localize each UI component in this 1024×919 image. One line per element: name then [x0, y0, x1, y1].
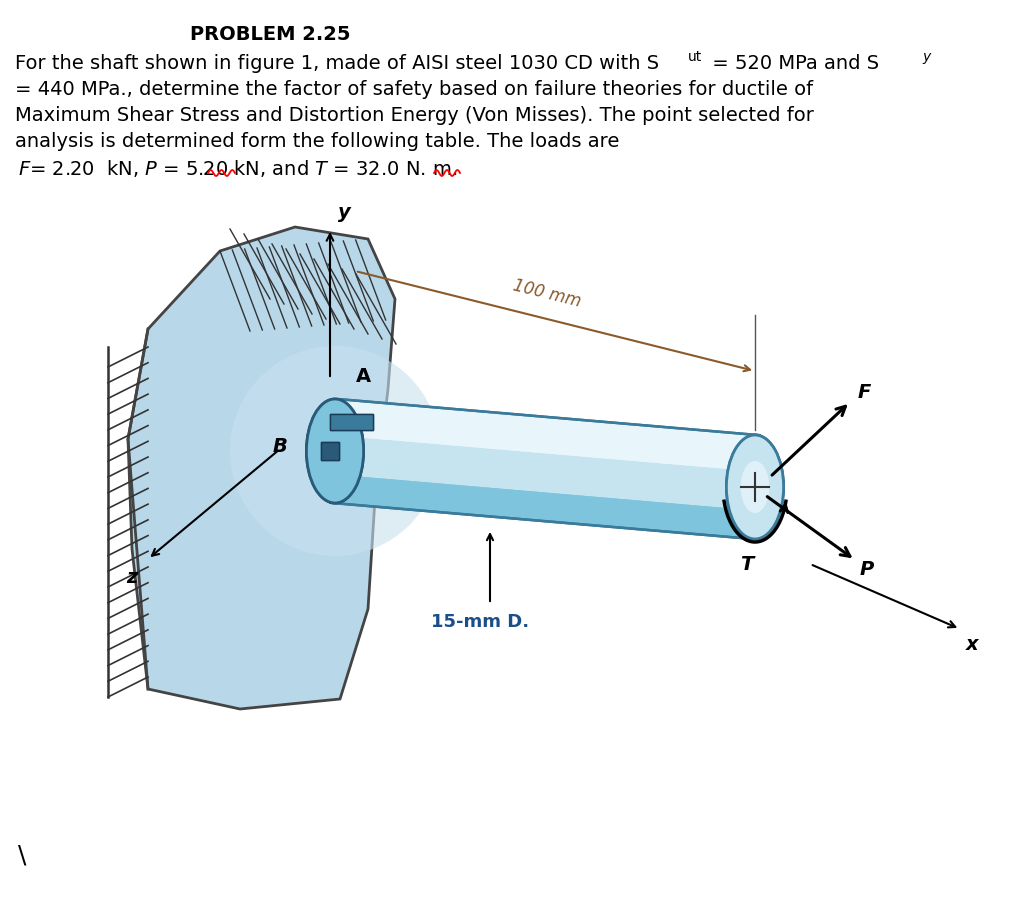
Text: z: z	[127, 567, 138, 586]
Text: B: B	[272, 437, 288, 456]
Text: T: T	[740, 554, 754, 573]
Polygon shape	[336, 400, 760, 472]
Ellipse shape	[230, 346, 440, 556]
Text: A: A	[355, 367, 371, 386]
Ellipse shape	[306, 400, 364, 504]
Text: analysis is determined form the following table. The loads are: analysis is determined form the followin…	[15, 131, 620, 151]
Polygon shape	[330, 414, 373, 430]
Text: y: y	[338, 203, 351, 221]
Text: F: F	[858, 382, 871, 402]
Polygon shape	[331, 475, 753, 539]
Text: Maximum Shear Stress and Distortion Energy (Von Misses). The point selected for: Maximum Shear Stress and Distortion Ener…	[15, 106, 814, 125]
Ellipse shape	[726, 436, 783, 539]
Text: \: \	[18, 843, 27, 867]
Polygon shape	[128, 228, 395, 709]
Polygon shape	[331, 400, 760, 539]
Polygon shape	[331, 400, 760, 539]
Polygon shape	[331, 475, 753, 539]
Polygon shape	[330, 414, 373, 430]
Text: y: y	[922, 50, 930, 64]
Text: ut: ut	[688, 50, 702, 64]
Text: x: x	[966, 634, 979, 653]
Text: 100 mm: 100 mm	[511, 276, 583, 310]
Text: 15-mm D.: 15-mm D.	[431, 612, 529, 630]
Text: = 440 MPa., determine the factor of safety based on failure theories for ductile: = 440 MPa., determine the factor of safe…	[15, 80, 813, 99]
Ellipse shape	[726, 436, 783, 539]
Polygon shape	[321, 443, 339, 460]
Text: PROBLEM 2.25: PROBLEM 2.25	[189, 25, 350, 44]
Ellipse shape	[735, 451, 775, 524]
Ellipse shape	[306, 400, 364, 504]
Text: = 520 MPa and S: = 520 MPa and S	[706, 54, 880, 73]
Ellipse shape	[740, 461, 769, 514]
Text: For the shaft shown in figure 1, made of AISI steel 1030 CD with S: For the shaft shown in figure 1, made of…	[15, 54, 659, 73]
Text: P: P	[860, 560, 874, 578]
Polygon shape	[321, 443, 339, 460]
Polygon shape	[336, 400, 760, 472]
Text: $F$= 2.20  kN, $P$ = 5.20 kN, and $T$ = 32.0 N. m.: $F$= 2.20 kN, $P$ = 5.20 kN, and $T$ = 3…	[18, 158, 458, 179]
